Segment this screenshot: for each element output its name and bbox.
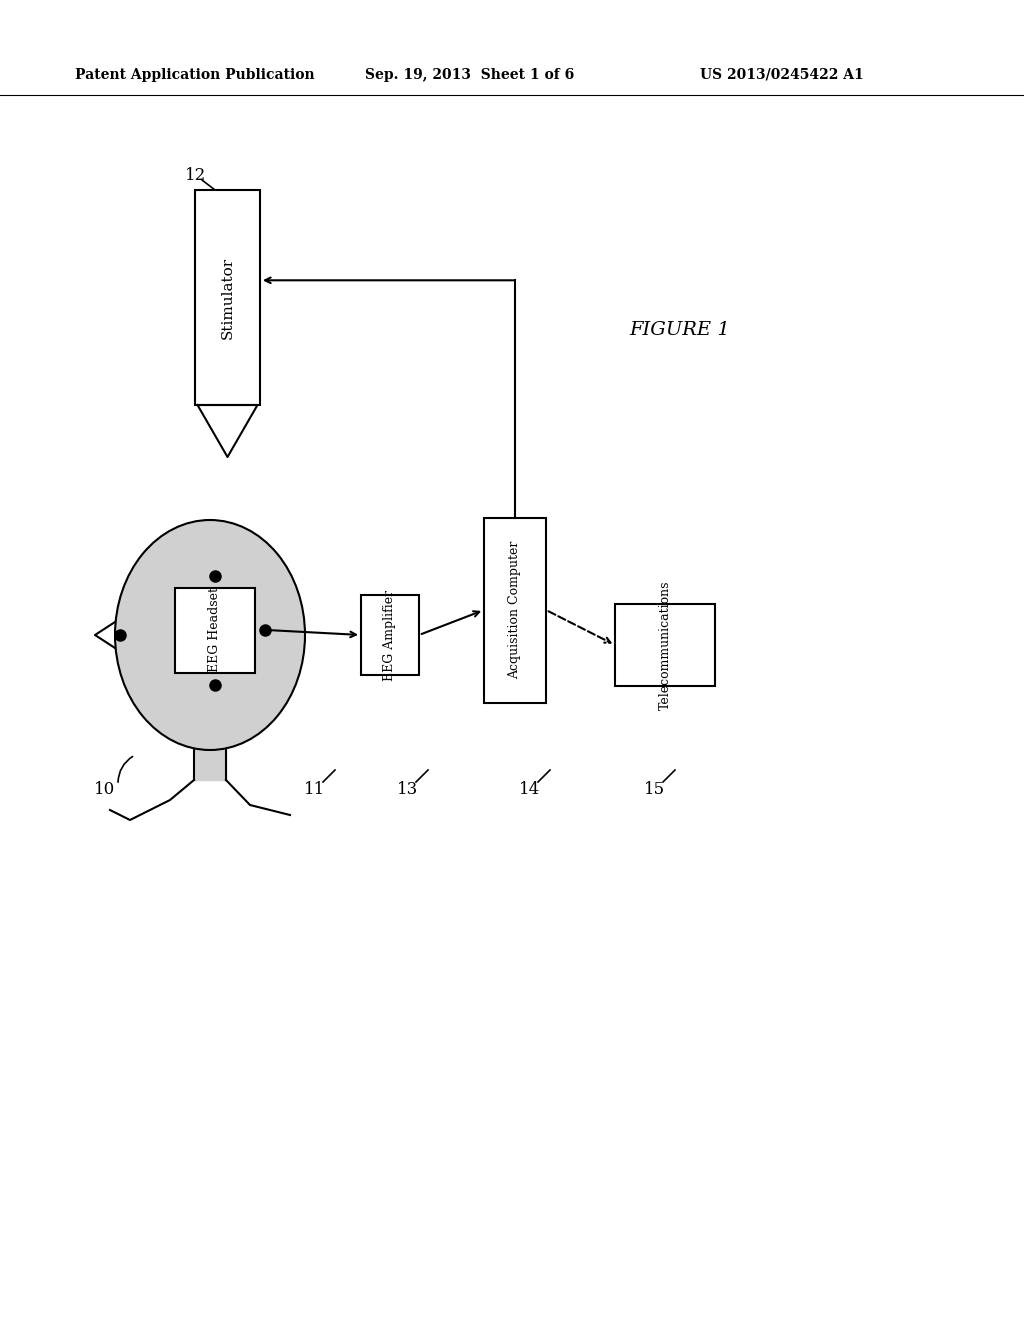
Text: Patent Application Publication: Patent Application Publication <box>75 69 314 82</box>
Polygon shape <box>194 750 226 780</box>
Bar <box>175 587 255 672</box>
Text: 15: 15 <box>644 781 666 799</box>
Text: 12: 12 <box>185 166 207 183</box>
Text: EEG Amplifier: EEG Amplifier <box>384 590 396 681</box>
Bar <box>361 595 419 675</box>
Text: Telecommunications: Telecommunications <box>658 581 672 710</box>
Text: US 2013/0245422 A1: US 2013/0245422 A1 <box>700 69 864 82</box>
Text: 11: 11 <box>304 781 326 799</box>
Text: EEG Headset: EEG Headset <box>209 587 221 672</box>
Bar <box>615 605 715 686</box>
Bar <box>484 517 546 702</box>
Text: Sep. 19, 2013  Sheet 1 of 6: Sep. 19, 2013 Sheet 1 of 6 <box>365 69 574 82</box>
Text: FIGURE 1: FIGURE 1 <box>630 321 730 339</box>
Text: Stimulator: Stimulator <box>220 256 234 338</box>
Text: 10: 10 <box>94 781 116 799</box>
Text: 14: 14 <box>519 781 541 799</box>
Bar <box>195 190 260 405</box>
Text: Acquisition Computer: Acquisition Computer <box>509 541 521 680</box>
Text: 13: 13 <box>397 781 419 799</box>
Ellipse shape <box>115 520 305 750</box>
